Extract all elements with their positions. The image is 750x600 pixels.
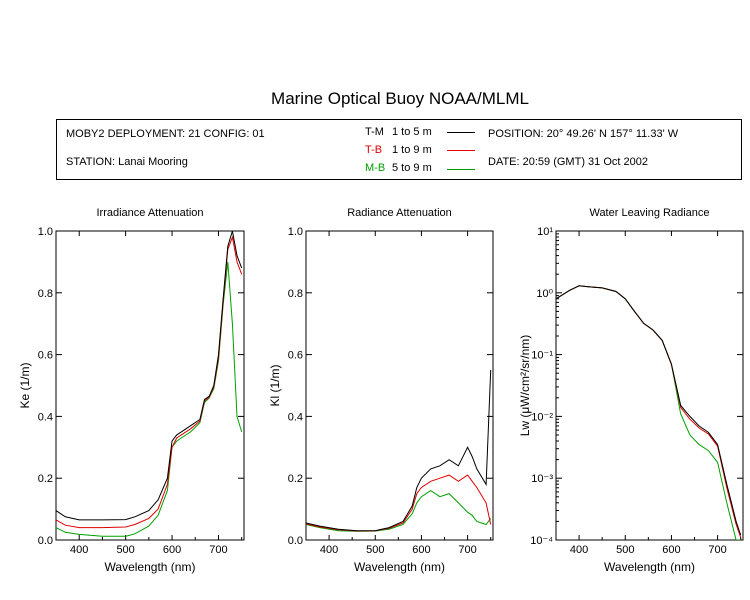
info-box: MOBY2 DEPLOYMENT: 21 CONFIG: 01 STATION:…: [56, 119, 742, 180]
y-tick-label: 0.6: [288, 350, 303, 362]
x-tick-label: 600: [412, 544, 430, 556]
y-tick-label: 0.4: [288, 411, 303, 423]
series-line-m-b: [56, 261, 243, 537]
plot-frame: [305, 230, 494, 541]
y-tick-label: 1.0: [38, 226, 53, 238]
x-axis-label: Wavelength (nm): [354, 560, 445, 574]
y-tick-label: 10⁻²: [531, 411, 553, 423]
y-tick-label: 0.8: [288, 288, 303, 300]
station-text: STATION: Lanai Mooring: [66, 156, 188, 168]
chart-panel-1: Irradiance Attenuation 400 500 600 700 0.0 0.2…: [18, 207, 245, 574]
x-tick-label: 700: [708, 544, 726, 556]
y-tick-label: 0.8: [38, 288, 53, 300]
page-title: Marine Optical Buoy NOAA/MLML: [271, 89, 529, 108]
y-tick-label: 0.2: [288, 473, 303, 485]
chart-title: Water Leaving Radiance: [589, 207, 709, 219]
y-axis-label: Lw (μW/cm²/sr/nm): [518, 335, 532, 437]
y-tick-label: 0.6: [38, 350, 53, 362]
x-tick-label: 500: [616, 544, 634, 556]
y-tick-label: 10⁻³: [531, 473, 553, 485]
legend-code-tm: T-M: [365, 126, 384, 138]
y-tick-label: 10⁰: [536, 288, 553, 300]
series-line-t-m: [556, 285, 742, 536]
x-tick-label: 700: [458, 544, 476, 556]
series-line-t-b: [306, 474, 492, 532]
x-tick-label: 500: [116, 544, 134, 556]
y-tick-label: 10¹: [537, 226, 553, 238]
legend-swatch-mb: [447, 169, 475, 170]
y-tick-label: 10⁻¹: [531, 350, 553, 362]
x-tick-label: 600: [662, 544, 680, 556]
y-tick-label: 0.2: [38, 473, 53, 485]
legend-range-tm: 1 to 5 m: [392, 126, 432, 138]
series-line-t-b: [556, 285, 742, 538]
legend-code-tb: T-B: [365, 144, 383, 156]
x-tick-label: 700: [209, 544, 227, 556]
legend-code-mb: M-B: [365, 162, 386, 174]
series-line-t-m: [306, 369, 492, 532]
x-tick-label: 400: [320, 544, 338, 556]
x-tick-label: 400: [570, 544, 588, 556]
y-tick-label: 0.0: [288, 535, 303, 547]
x-tick-label: 400: [70, 544, 88, 556]
legend-range-tb: 1 to 9 m: [392, 144, 432, 156]
legend-swatch-tb: [447, 150, 475, 151]
series-line-t-m: [56, 231, 243, 521]
deployment-text: MOBY2 DEPLOYMENT: 21 CONFIG: 01: [66, 128, 265, 140]
y-tick-label: 0.4: [38, 411, 53, 423]
plot-frame: [555, 230, 744, 541]
legend-swatch-tm: [447, 132, 475, 133]
chart-panel-2: Radiance Attenuation 400 500 600 700 0.0 0.2 0.…: [268, 207, 494, 574]
y-axis-label: Ke (1/m): [18, 362, 32, 408]
x-axis-label: Wavelength (nm): [105, 560, 196, 574]
y-axis-label: Kl (1/m): [268, 364, 282, 406]
y-tick-label: 1.0: [288, 226, 303, 238]
y-tick-label: 10⁻⁴: [530, 535, 553, 547]
date-text: DATE: 20:59 (GMT) 31 Oct 2002: [488, 156, 648, 168]
x-tick-label: 600: [163, 544, 181, 556]
plot-frame: [55, 230, 245, 541]
chart-title: Radiance Attenuation: [347, 207, 452, 219]
y-tick-label: 0.0: [38, 535, 53, 547]
chart-panel-3: Water Leaving Radiance 400 500 600 700 10⁻⁴ 10…: [518, 207, 744, 574]
chart-title: Irradiance Attenuation: [96, 207, 203, 219]
legend-range-mb: 5 to 9 m: [392, 162, 432, 174]
x-tick-label: 500: [366, 544, 384, 556]
position-text: POSITION: 20° 49.26' N 157° 11.33' W: [488, 128, 679, 140]
series-line-m-b: [556, 285, 741, 540]
x-axis-label: Wavelength (nm): [604, 560, 695, 574]
